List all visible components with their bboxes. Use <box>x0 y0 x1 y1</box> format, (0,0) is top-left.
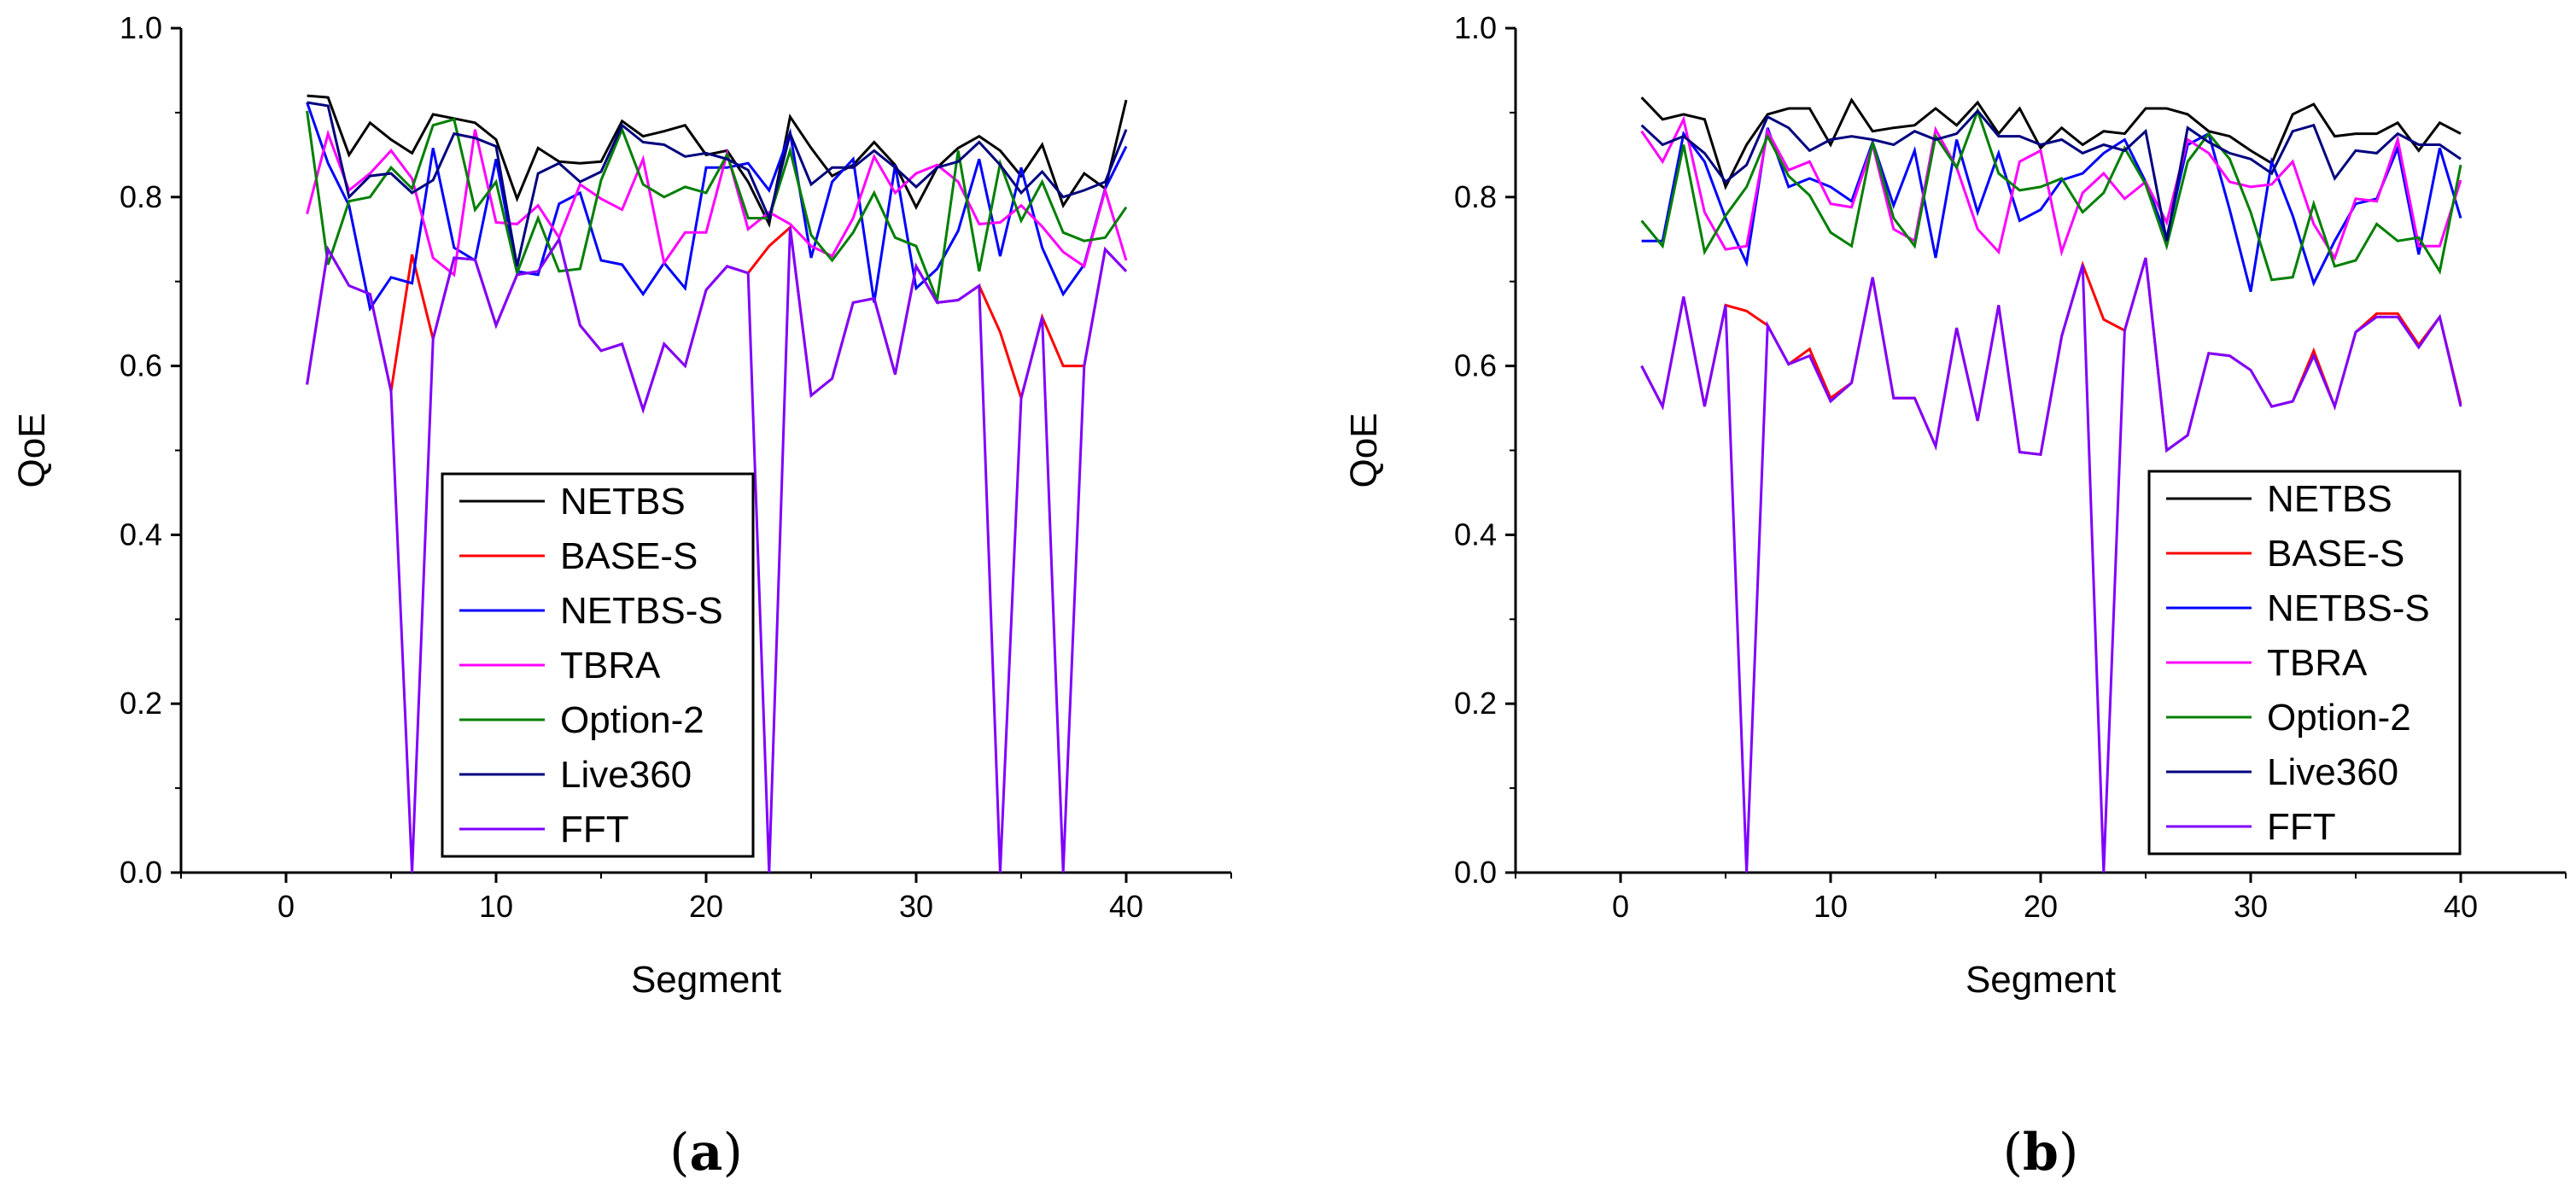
legend-label: TBRA <box>560 645 661 686</box>
series-line-tbra <box>1640 115 2462 261</box>
series-line-fft <box>1640 257 2462 873</box>
legend-label: FFT <box>560 809 629 850</box>
y-tick-label: 0.2 <box>1454 686 1497 721</box>
y-axis-title: QoE <box>1343 412 1385 488</box>
legend-label: NETBS-S <box>2267 587 2430 629</box>
y-tick-label: 0.6 <box>1454 348 1497 383</box>
series-line-fft <box>306 227 1128 873</box>
x-tick-label: 20 <box>2024 889 2058 924</box>
series-line-option-2 <box>306 110 1128 306</box>
x-tick-label: 40 <box>2444 889 2478 924</box>
x-axis-title: Segment <box>631 959 781 1001</box>
y-axis-title: QoE <box>11 412 53 488</box>
x-tick-label: 30 <box>2234 889 2268 924</box>
series-line-base-s <box>306 225 1128 414</box>
y-tick-label: 0.8 <box>120 179 162 214</box>
y-tick-label: 0.2 <box>120 686 162 721</box>
legend-label: TBRA <box>2267 642 2368 684</box>
panel-label: (a) <box>669 1123 743 1183</box>
legend-label: BASE-S <box>2267 533 2404 575</box>
y-tick-label: 0.0 <box>120 855 162 890</box>
y-tick-label: 0.4 <box>1454 517 1497 552</box>
series-line-live360 <box>1640 108 2462 242</box>
x-tick-label: 0 <box>1612 889 1629 924</box>
legend: NETBS BASE-S NETBS-S TBRA Option-2 Live360 FFT <box>441 472 755 858</box>
y-tick-label: 1.0 <box>1454 10 1497 45</box>
series-line-netbs <box>307 94 1128 229</box>
series-line-netbs <box>1640 96 2462 190</box>
legend-label: Live360 <box>2267 751 2398 793</box>
legend-label: Live360 <box>560 754 692 796</box>
series-line-tbra <box>306 129 1128 277</box>
x-tick-label: 40 <box>1109 889 1143 924</box>
x-tick-label: 10 <box>1814 889 1848 924</box>
legend-label: NETBS <box>560 481 686 523</box>
x-axis-title: Segment <box>1966 959 2116 1001</box>
x-tick-label: 10 <box>479 889 513 924</box>
x-tick-label: 20 <box>689 889 723 924</box>
chart-panel-a: 0.0 0.2 0.4 0.6 0.8 1.0 0 10 20 30 40 Segment QoE NET… <box>11 10 1232 1183</box>
chart-panel-b: 0.0 0.2 0.4 0.6 0.8 1.0 0 10 20 30 40 Segment QoE NET… <box>1343 10 2567 1183</box>
series-line-live360 <box>307 101 1128 267</box>
legend-label: NETBS <box>2267 478 2392 520</box>
y-tick-label: 0.8 <box>1454 179 1497 214</box>
x-tick-label: 0 <box>277 889 295 924</box>
y-tick-label: 1.0 <box>120 10 162 45</box>
x-tick-label: 30 <box>899 889 933 924</box>
legend-label: Option-2 <box>2267 697 2411 739</box>
legend-label: NETBS-S <box>560 590 723 632</box>
legend: NETBS BASE-S NETBS-S TBRA Option-2 Live360 FFT <box>2147 470 2462 856</box>
legend-label: BASE-S <box>560 535 698 577</box>
legend-label: FFT <box>2267 806 2336 848</box>
panel-label: (b) <box>2003 1123 2079 1183</box>
y-tick-label: 0.0 <box>1454 855 1497 890</box>
series-line-option-2 <box>1640 107 2462 282</box>
legend-label: Option-2 <box>560 699 704 741</box>
series-line-netbs-s <box>306 102 1128 312</box>
y-tick-label: 0.4 <box>120 517 162 552</box>
y-tick-label: 0.6 <box>120 348 162 383</box>
